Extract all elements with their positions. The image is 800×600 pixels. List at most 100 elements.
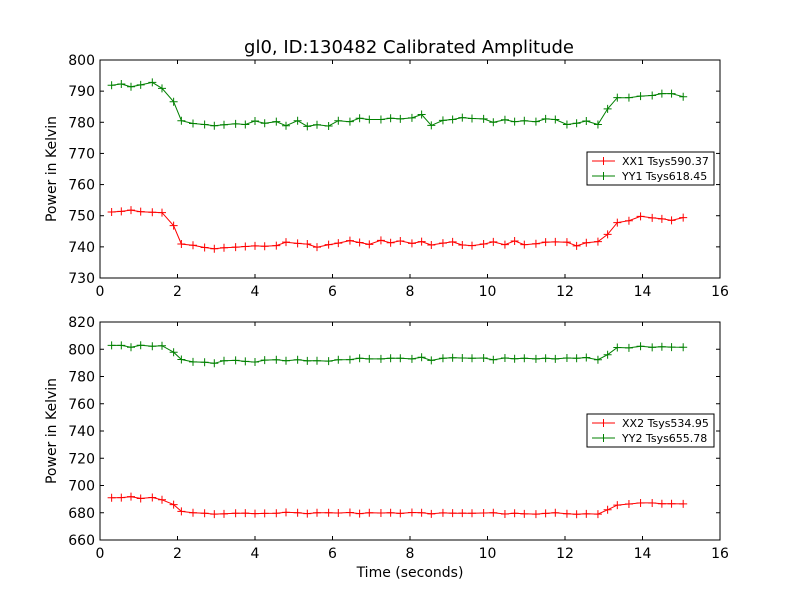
data-point (489, 237, 498, 246)
data-point (158, 341, 166, 350)
data-point (303, 122, 312, 131)
x-tick-label: 10 (479, 284, 497, 300)
data-point (679, 92, 688, 101)
x-tick-label: 2 (173, 546, 182, 562)
x-tick-label: 2 (173, 284, 182, 300)
data-point (386, 354, 395, 363)
data-point (593, 120, 602, 129)
data-point (657, 214, 666, 223)
data-point (189, 357, 197, 366)
data-point (582, 509, 591, 518)
bottom-subplot: 0 2 4 6 8 10 12 14 16 660 680 700 720 740 760 780 800 820… (44, 315, 729, 581)
data-point (551, 237, 560, 246)
data-point (531, 354, 540, 363)
data-point (107, 341, 116, 350)
data-point (272, 117, 281, 126)
data-point (200, 120, 209, 129)
data-point (500, 115, 509, 124)
data-point (479, 509, 488, 518)
data-point (458, 509, 467, 518)
data-point (510, 236, 519, 245)
data-point (177, 240, 186, 249)
legend-label: YY1 Tsys618.45 (621, 170, 707, 183)
data-point (220, 356, 228, 365)
data-point (613, 343, 622, 352)
data-point (303, 240, 312, 249)
data-point (148, 342, 157, 351)
data-point (458, 353, 467, 362)
data-point (541, 509, 550, 518)
data-point (551, 354, 560, 363)
data-point (376, 115, 385, 124)
data-point (520, 509, 529, 518)
data-point (365, 240, 374, 249)
data-point (107, 493, 116, 502)
data-point (500, 509, 509, 518)
data-point (220, 243, 228, 252)
data-point (117, 207, 126, 216)
data-point (210, 510, 219, 519)
data-point (679, 499, 688, 508)
data-point (117, 341, 126, 350)
data-point (603, 230, 612, 239)
data-point (231, 119, 240, 128)
data-point (468, 509, 476, 518)
data-point (417, 110, 426, 119)
data-point (220, 120, 228, 129)
data-point (355, 354, 364, 363)
data-point (407, 354, 416, 363)
data-point (169, 348, 178, 357)
data-point (407, 508, 416, 517)
data-point (417, 237, 426, 246)
data-point (260, 509, 269, 518)
data-point (148, 493, 157, 502)
data-point (251, 358, 259, 367)
data-point (520, 116, 529, 125)
data-point (127, 492, 135, 501)
data-point (117, 493, 126, 502)
data-point (158, 208, 166, 217)
data-point (562, 238, 571, 247)
data-point (220, 509, 228, 518)
data-point (396, 509, 405, 518)
data-point (260, 119, 269, 128)
data-point (551, 115, 560, 124)
y-tick-label: 790 (68, 84, 95, 100)
x-tick-label: 14 (634, 284, 652, 300)
data-point (438, 239, 447, 248)
data-point (189, 241, 197, 250)
data-point (282, 356, 290, 365)
data-point (572, 510, 581, 519)
data-point (636, 92, 645, 101)
data-point (648, 213, 657, 222)
data-point (210, 359, 219, 368)
data-point (293, 355, 302, 364)
data-point (396, 114, 405, 123)
data-point (376, 236, 385, 245)
data-point (531, 117, 540, 126)
x-axis-label: Time (seconds) (356, 565, 464, 581)
data-point (313, 243, 321, 252)
data-point (303, 509, 312, 518)
data-point (468, 241, 476, 250)
legend-marker (599, 157, 608, 165)
data-point (593, 510, 602, 519)
data-point (520, 240, 529, 249)
data-point (479, 240, 488, 249)
y-tick-label: 660 (68, 533, 95, 549)
data-point (293, 116, 302, 125)
data-point (396, 354, 405, 363)
x-tick-label: 14 (634, 546, 652, 562)
data-point (603, 104, 612, 113)
data-point (438, 116, 447, 125)
x-tick-label: 12 (556, 284, 574, 300)
data-point (593, 355, 602, 364)
data-point (365, 354, 374, 363)
y-tick-label: 680 (68, 506, 95, 522)
data-point (324, 357, 333, 366)
data-point (107, 81, 116, 90)
data-point (636, 498, 645, 507)
x-tick-label: 8 (406, 546, 415, 562)
data-point (313, 356, 321, 365)
y-axis-label: Power in Kelvin (44, 116, 60, 222)
